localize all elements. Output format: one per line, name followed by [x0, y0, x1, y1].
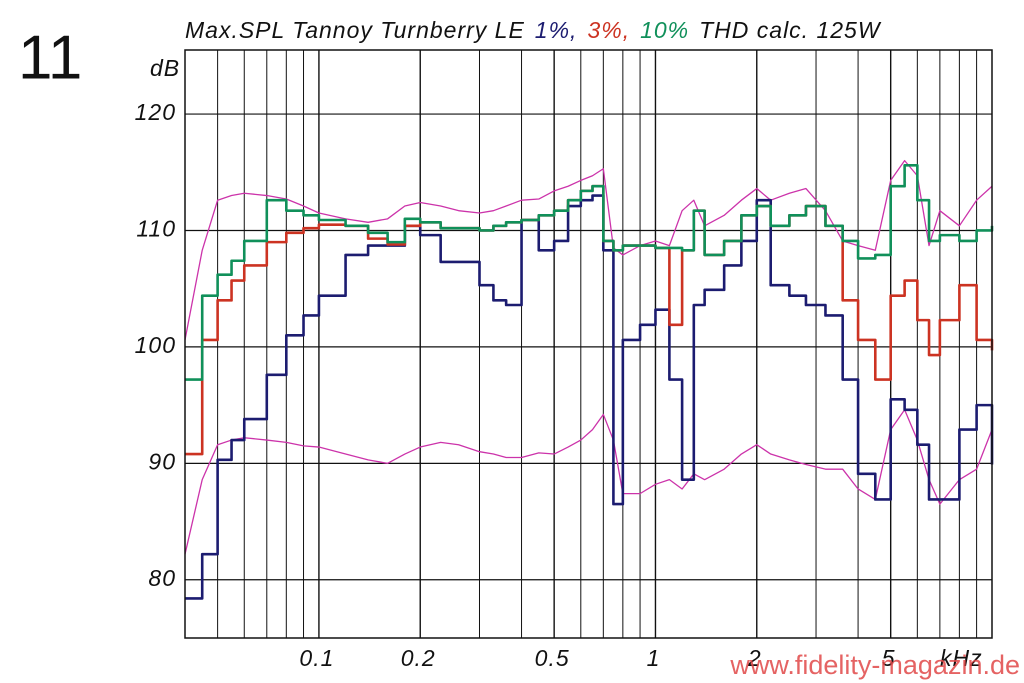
figure-number: 11 [18, 23, 82, 92]
legend-separator: , [570, 17, 577, 43]
title-suffix: THD calc. 125W [699, 17, 882, 43]
chart-title-line: Max.SPL Tannoy Turnberry LE 1%, 3%, 10% THD … [185, 17, 882, 43]
legend-entry: 1% [535, 17, 570, 43]
y-tick-label: 110 [136, 216, 176, 242]
series-line [184, 409, 993, 555]
watermark: www.fidelity-magazin.de [729, 650, 1020, 680]
y-tick-label: 90 [148, 448, 176, 474]
legend-separator: , [623, 17, 630, 43]
series-line [185, 163, 994, 381]
x-tick-label: 2 [747, 645, 762, 671]
x-tick-label: 5 [882, 645, 896, 671]
series-line [185, 194, 994, 600]
x-tick-label: 0.2 [401, 645, 436, 671]
y-tick-label: 120 [135, 99, 176, 125]
legend-entry: 3% [587, 17, 622, 43]
y-tick-label: 80 [148, 565, 176, 591]
legend-entry: 10% [640, 17, 689, 43]
y-tick-label: 100 [135, 332, 176, 358]
title-text: Max.SPL Tannoy Turnberry LE [185, 17, 525, 43]
x-unit: kHz [940, 645, 983, 671]
x-tick-label: 1 [647, 645, 661, 671]
y-unit: dB [150, 55, 180, 81]
plot-frame [184, 49, 993, 639]
x-tick-label: 0.5 [535, 645, 570, 671]
x-tick-label: 0.1 [299, 645, 334, 671]
series-line [184, 159, 993, 341]
